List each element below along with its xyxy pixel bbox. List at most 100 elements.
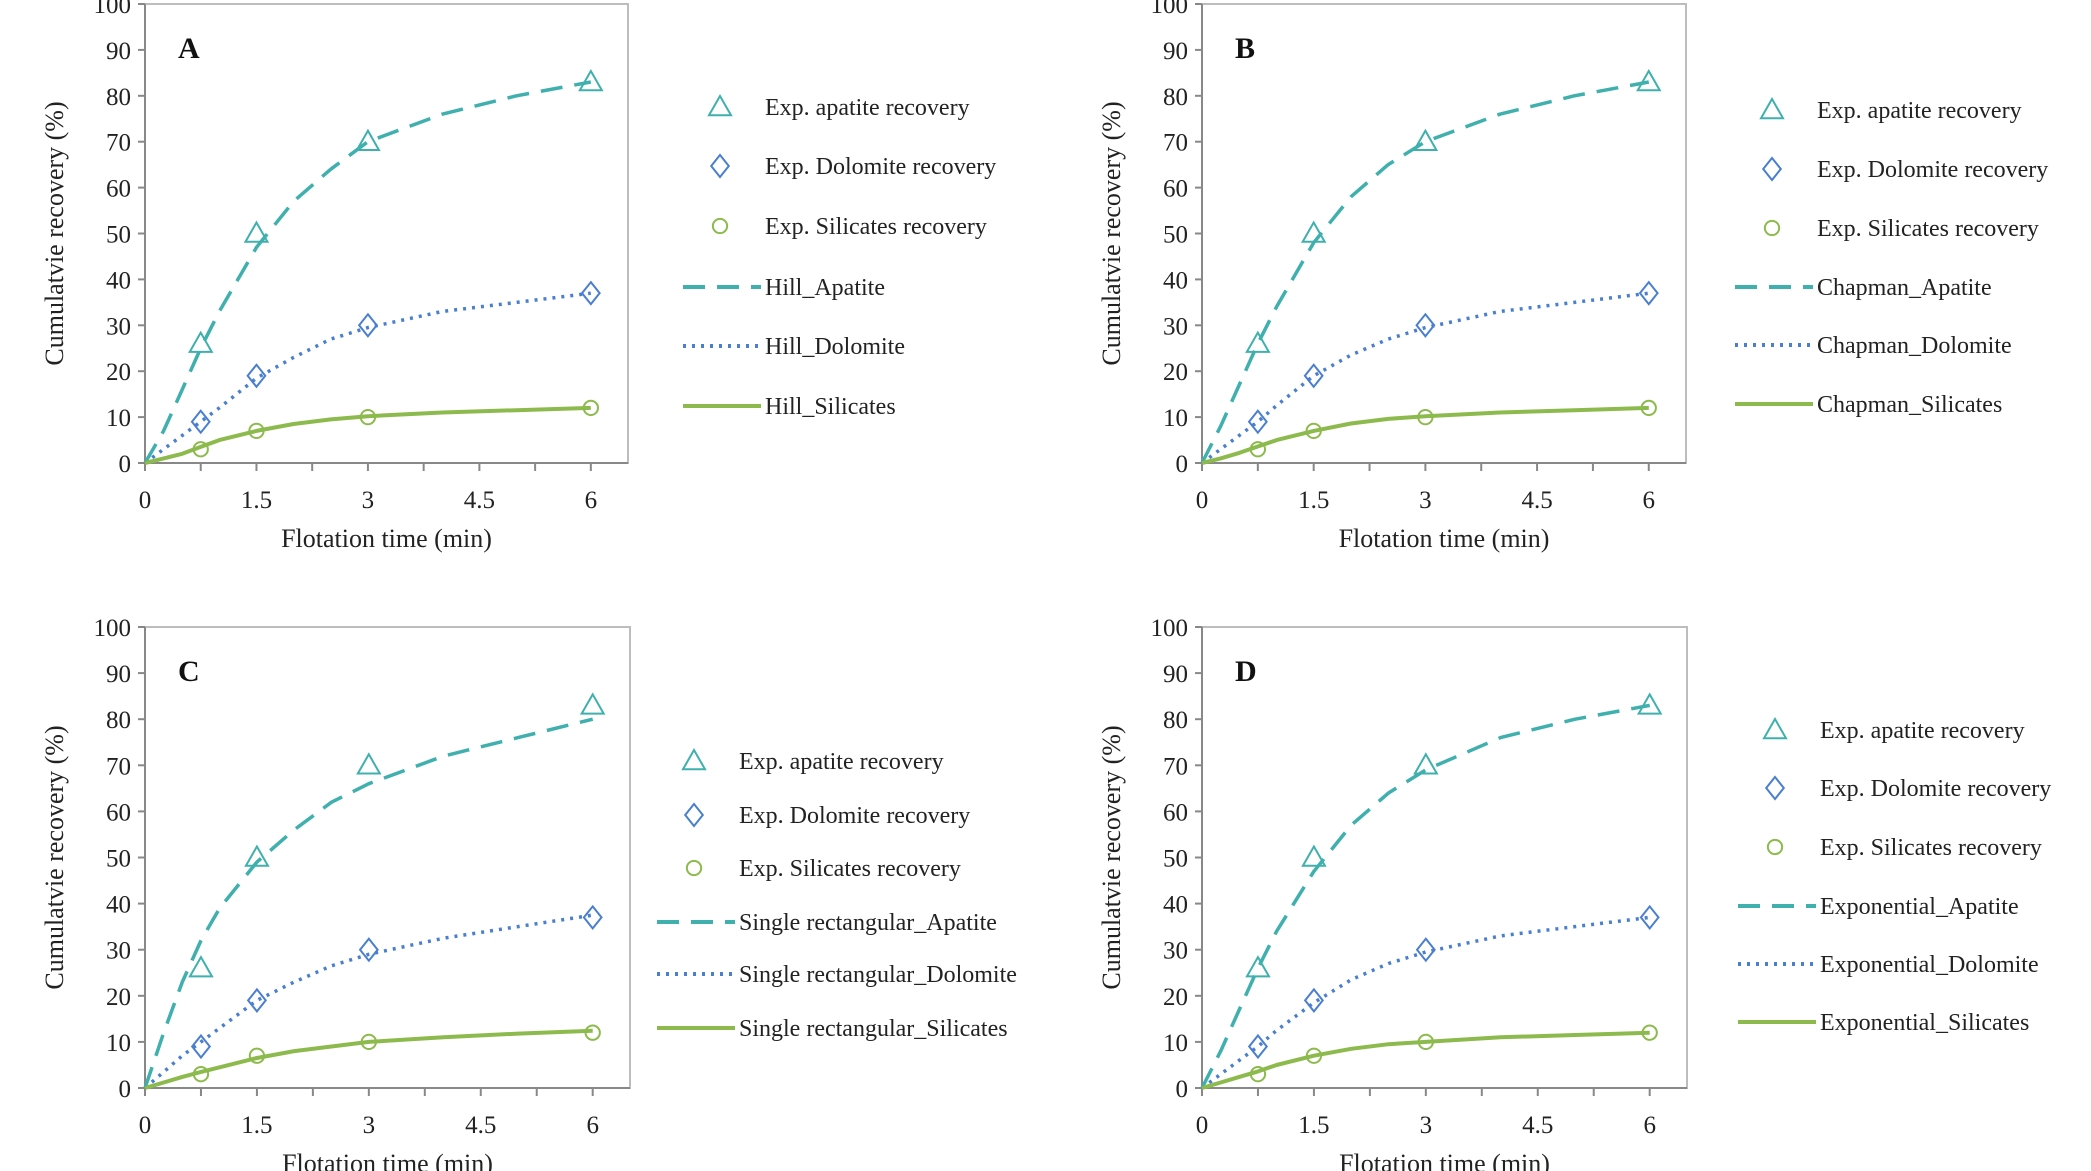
model-curve-1: [143, 913, 593, 1090]
exp-point-triangle: [356, 752, 382, 775]
exp-point-diamond: [190, 409, 211, 435]
exp-point-circle: [359, 408, 377, 426]
exp-point-triangle: [188, 330, 214, 353]
legend-item: Single rectangular_Apatite: [657, 910, 997, 936]
exp-point-triangle: [1412, 128, 1439, 151]
legend-item: Exp. apatite recovery: [1762, 716, 2025, 744]
legend-item: Exp. Dolomite recovery: [1761, 156, 2048, 183]
x-tick-label: 0: [139, 1112, 152, 1139]
x-tick-label: 3: [1420, 1112, 1433, 1139]
exp-point-circle: [582, 399, 599, 417]
exp-point-diamond: [1303, 987, 1325, 1014]
x-tick-label: 4.5: [465, 1112, 496, 1139]
x-tick-label: 1.5: [241, 487, 272, 514]
y-tick-label: 10: [1163, 1030, 1188, 1057]
model-curve-0: [1200, 80, 1650, 464]
legend-label: Exponential_Dolomite: [1820, 952, 2039, 978]
x-tick-label: 6: [1643, 1112, 1656, 1139]
y-tick-label: 100: [94, 615, 132, 642]
y-tick-label: 90: [1163, 38, 1188, 65]
x-tick-label: 0: [1196, 487, 1209, 514]
y-tick-label: 100: [1151, 615, 1189, 642]
model-curve-2: [144, 1028, 593, 1090]
plot-area: [1201, 626, 1688, 1089]
legend-item: Exp. apatite recovery: [707, 93, 970, 121]
x-tick-label: 6: [585, 487, 598, 514]
legend-label: Exp. apatite recovery: [765, 95, 970, 121]
exp-point-diamond: [246, 363, 267, 389]
plot-area: [144, 3, 629, 464]
exp-point-diamond: [246, 987, 268, 1014]
exp-point-circle: [192, 1066, 210, 1083]
y-tick-label: 60: [1163, 799, 1188, 826]
legend-item: Exponential_Silicates: [1738, 1010, 2029, 1036]
y-tick-label: 20: [1163, 984, 1188, 1011]
x-tick-label: 4.5: [464, 487, 495, 514]
y-tick-label: 50: [106, 846, 131, 873]
y-tick-label: 10: [106, 405, 131, 432]
exp-point-circle: [1249, 1066, 1267, 1083]
legend-label: Exp. Dolomite recovery: [765, 154, 996, 180]
exp-point-diamond: [190, 1033, 212, 1060]
legend-label: Exp. Silicates recovery: [739, 856, 961, 882]
legend-item: Exp. Silicates recovery: [711, 214, 987, 240]
panel-a: 0 10 20 30 40 50 60 70 80 90 100 0 1.5 3 4.5 6 Flotation…: [40, 0, 996, 553]
legend-label: Exp. Dolomite recovery: [739, 803, 970, 829]
exp-point-circle: [1640, 399, 1657, 417]
exp-point-diamond: [358, 937, 379, 963]
legend-label: Hill_Silicates: [765, 394, 896, 420]
model-curve-0: [143, 80, 592, 464]
y-tick-label: 10: [106, 1030, 131, 1057]
y-tick-label: 30: [1163, 313, 1188, 340]
x-tick-label: 1.5: [241, 1112, 272, 1139]
x-axis-label: Flotation time (min): [282, 1149, 493, 1171]
x-tick-label: 4.5: [1522, 1112, 1553, 1139]
exp-point-diamond: [1415, 937, 1436, 963]
legend-marker-triangle: [681, 747, 707, 771]
plot-area: [144, 626, 631, 1089]
y-tick-label: 50: [106, 222, 131, 249]
panel-label: A: [178, 32, 200, 65]
y-tick-label: 0: [119, 1076, 132, 1103]
legend-marker-triangle: [1759, 96, 1785, 120]
exp-point-diamond: [1247, 409, 1268, 435]
legend-marker-triangle: [707, 93, 733, 117]
legend-item: Hill_Silicates: [683, 394, 896, 420]
legend-marker-circle: [1763, 219, 1781, 237]
exp-point-diamond: [1303, 363, 1324, 389]
legend-label: Single rectangular_Silicates: [739, 1016, 1008, 1042]
legend-item: Exp. Dolomite recovery: [709, 153, 996, 180]
y-tick-label: 40: [1163, 892, 1188, 919]
y-tick-label: 50: [1163, 222, 1188, 249]
exp-point-triangle: [1636, 692, 1663, 715]
exp-point-triangle: [188, 955, 214, 978]
exp-point-circle: [248, 422, 265, 440]
panel-d: 0 10 20 30 40 50 60 70 80 90 100 0 1.5 3 4.5 6 Flotation…: [1097, 615, 2051, 1171]
y-tick-label: 70: [106, 130, 131, 157]
panel-label: C: [178, 655, 200, 688]
legend-item: Exp. Silicates recovery: [1763, 216, 2039, 242]
exp-point-diamond: [582, 904, 603, 931]
legend-item: Chapman_Dolomite: [1735, 333, 2012, 359]
x-tick-label: 0: [139, 487, 152, 514]
legend-label: Exp. apatite recovery: [1820, 718, 2025, 744]
y-tick-label: 80: [106, 707, 131, 734]
y-tick-label: 100: [94, 0, 132, 19]
legend: Exp. apatite recovery Exp. Dolomite recov…: [1738, 716, 2051, 1036]
legend-item: Exponential_Dolomite: [1738, 952, 2039, 978]
legend-marker-triangle: [1762, 716, 1788, 740]
y-tick-label: 70: [106, 753, 131, 780]
y-tick-label: 80: [1163, 707, 1188, 734]
y-tick-label: 20: [106, 984, 131, 1011]
legend-item: Hill_Apatite: [683, 275, 885, 301]
exp-point-triangle: [1413, 752, 1439, 775]
legend-marker-circle: [1766, 838, 1784, 856]
model-curve-1: [1200, 291, 1650, 465]
y-tick-label: 20: [106, 359, 131, 386]
x-tick-label: 3: [1419, 487, 1432, 514]
legend-label: Exponential_Silicates: [1820, 1010, 2029, 1036]
exp-point-diamond: [1247, 1033, 1269, 1060]
exp-point-triangle: [244, 844, 270, 867]
model-curve-0: [1200, 703, 1651, 1089]
y-axis-label: Cumulatvie recovery (%): [40, 725, 69, 989]
